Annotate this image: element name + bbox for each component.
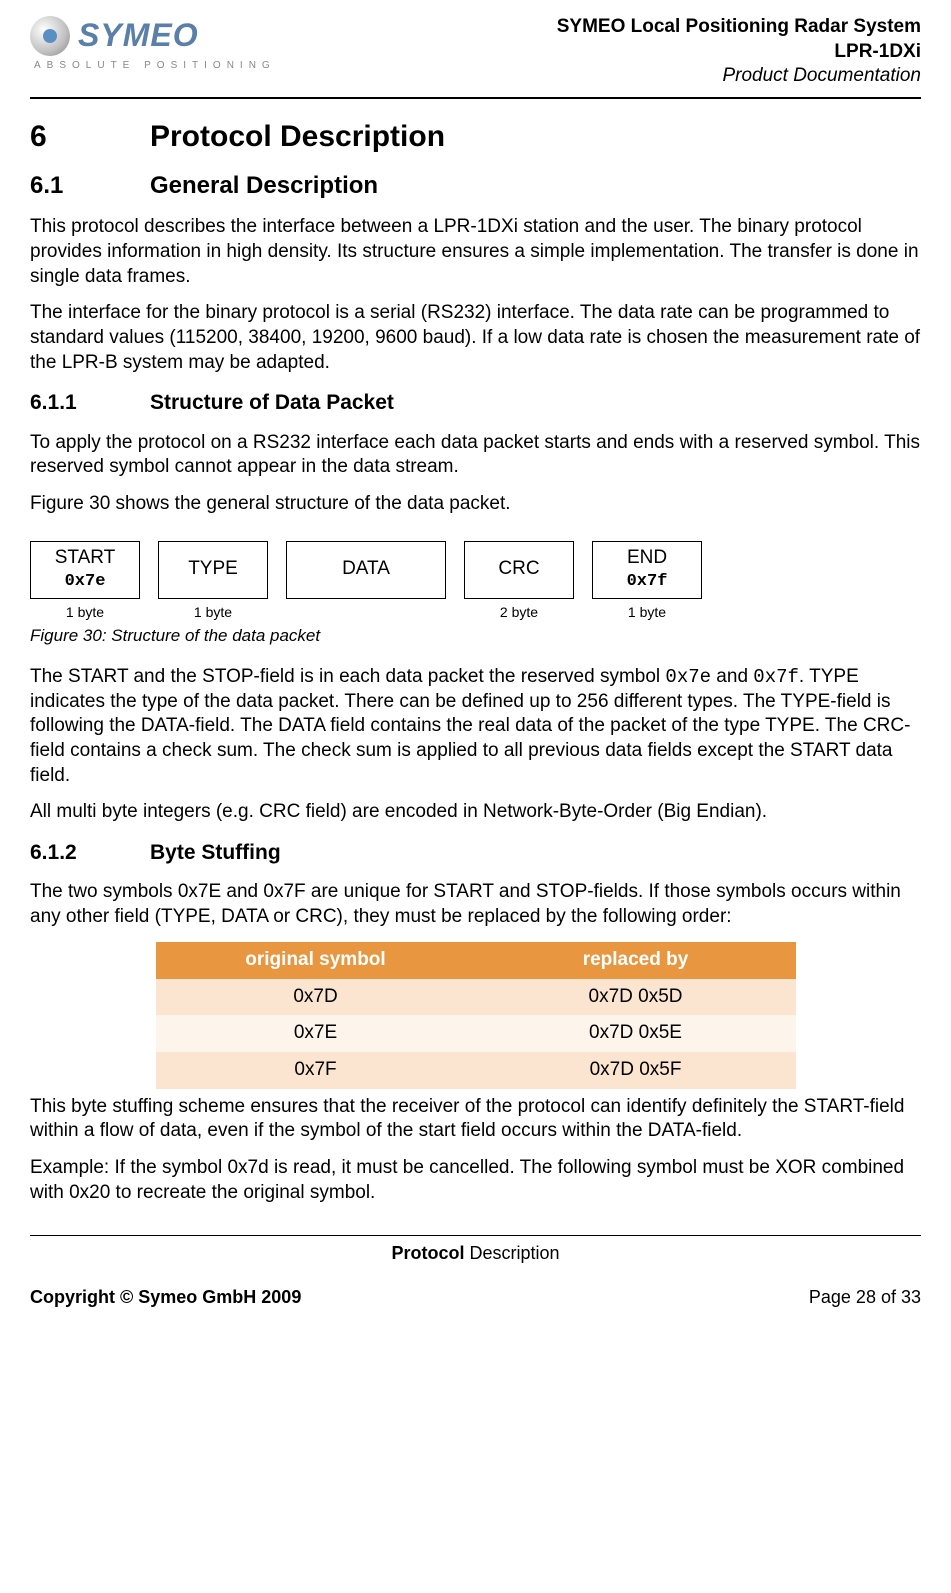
logo-top: SYMEO (30, 15, 199, 57)
code-inline: 0x7e (665, 666, 711, 688)
paragraph: To apply the protocol on a RS232 interfa… (30, 431, 921, 480)
logo-subtitle: ABSOLUTE POSITIONING (34, 59, 276, 72)
byte-stuffing-table: original symbol replaced by 0x7D 0x7D 0x… (156, 942, 796, 1089)
h1-number: 6 (30, 117, 150, 156)
heading-2: 6.1General Description (30, 170, 921, 201)
packet-size (286, 603, 446, 621)
packet-box-data: DATA (286, 541, 446, 599)
packet-size: 1 byte (158, 603, 268, 621)
text: The START and the STOP-field is in each … (30, 666, 665, 687)
h2-number: 6.1 (30, 170, 150, 201)
packet-size: 1 byte (592, 603, 702, 621)
packet-size: 2 byte (464, 603, 574, 621)
packet-box-start: START 0x7e (30, 541, 140, 599)
h2-title: General Description (150, 172, 378, 199)
table-row: 0x7E 0x7D 0x5E (156, 1015, 796, 1052)
figure-caption: Figure 30: Structure of the data packet (30, 625, 921, 647)
header-right: SYMEO Local Positioning Radar System LPR… (557, 15, 921, 89)
table-cell: 0x7D 0x5E (476, 1015, 796, 1052)
table-header-row: original symbol replaced by (156, 942, 796, 979)
table-cell: 0x7F (156, 1052, 476, 1089)
packet-label: DATA (342, 557, 390, 582)
footer-center: Protocol Description (30, 1242, 921, 1265)
table-row: 0x7F 0x7D 0x5F (156, 1052, 796, 1089)
footer-row: Copyright © Symeo GmbH 2009 Page 28 of 3… (30, 1268, 921, 1309)
header-line3: Product Documentation (557, 64, 921, 89)
paragraph: The interface for the binary protocol is… (30, 301, 921, 375)
packet-label: TYPE (188, 557, 238, 582)
paragraph: Figure 30 shows the general structure of… (30, 492, 921, 517)
h3-title: Byte Stuffing (150, 841, 281, 864)
paragraph: Example: If the symbol 0x7d is read, it … (30, 1156, 921, 1205)
paragraph: All multi byte integers (e.g. CRC field)… (30, 800, 921, 825)
header-line1: SYMEO Local Positioning Radar System (557, 15, 921, 40)
table-cell: 0x7D 0x5F (476, 1052, 796, 1089)
packet-sizes: 1 byte 1 byte 2 byte 1 byte (30, 603, 921, 621)
page-header: SYMEO ABSOLUTE POSITIONING SYMEO Local P… (30, 0, 921, 99)
footer-separator (30, 1235, 921, 1236)
packet-diagram: START 0x7e TYPE DATA CRC END 0x7f (30, 541, 921, 599)
table-cell: 0x7D 0x5D (476, 979, 796, 1016)
packet-label: CRC (498, 557, 539, 582)
text: and (711, 666, 753, 687)
packet-box-end: END 0x7f (592, 541, 702, 599)
table-cell: 0x7D (156, 979, 476, 1016)
paragraph: This byte stuffing scheme ensures that t… (30, 1095, 921, 1144)
heading-1: 6Protocol Description (30, 117, 921, 156)
paragraph: The two symbols 0x7E and 0x7F are unique… (30, 880, 921, 929)
h3-number: 6.1.1 (30, 389, 150, 416)
packet-size: 1 byte (30, 603, 140, 621)
h1-title: Protocol Description (150, 120, 445, 153)
table-row: 0x7D 0x7D 0x5D (156, 979, 796, 1016)
footer-page-number: Page 28 of 33 (809, 1286, 921, 1309)
packet-label: END (627, 546, 667, 571)
code-inline: 0x7f (753, 666, 799, 688)
packet-box-crc: CRC (464, 541, 574, 599)
heading-3: 6.1.1Structure of Data Packet (30, 389, 921, 416)
h3-title: Structure of Data Packet (150, 391, 394, 414)
footer-center-rest: Description (464, 1243, 559, 1263)
footer-copyright: Copyright © Symeo GmbH 2009 (30, 1286, 301, 1309)
logo-text: SYMEO (78, 15, 199, 57)
logo-icon (30, 16, 70, 56)
heading-3: 6.1.2Byte Stuffing (30, 839, 921, 866)
h3-number: 6.1.2 (30, 839, 150, 866)
table-header: original symbol (156, 942, 476, 979)
footer-center-bold: Protocol (391, 1243, 464, 1263)
packet-label: START (55, 546, 116, 571)
table-cell: 0x7E (156, 1015, 476, 1052)
logo: SYMEO ABSOLUTE POSITIONING (30, 15, 276, 72)
packet-hex: 0x7e (65, 571, 106, 593)
packet-box-type: TYPE (158, 541, 268, 599)
paragraph: This protocol describes the interface be… (30, 215, 921, 289)
paragraph: The START and the STOP-field is in each … (30, 665, 921, 788)
table-header: replaced by (476, 942, 796, 979)
header-line2: LPR-1DXi (557, 40, 921, 65)
packet-hex: 0x7f (627, 571, 668, 593)
